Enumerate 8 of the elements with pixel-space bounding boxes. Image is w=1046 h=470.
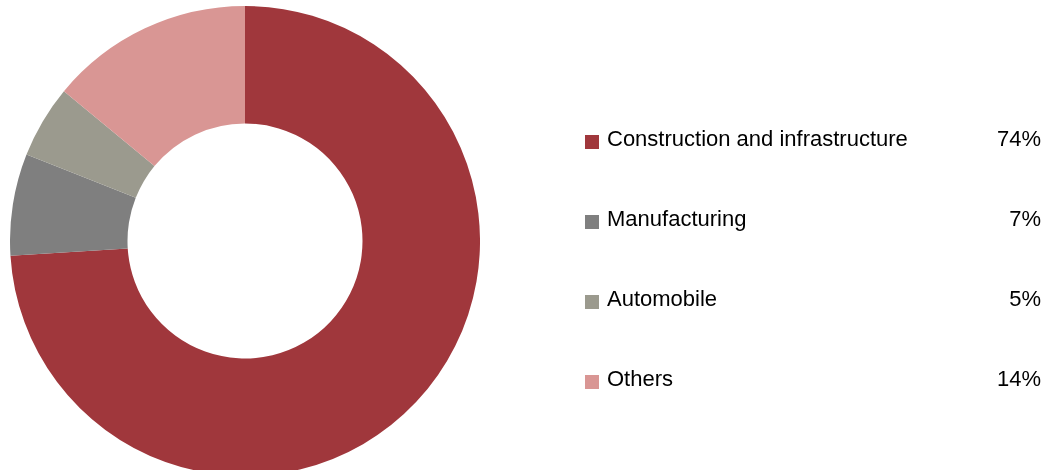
legend-label: Construction and infrastructure <box>607 126 908 152</box>
data-label: 14% <box>996 366 1041 392</box>
data-label: 74% <box>996 126 1041 152</box>
data-label: 7% <box>1009 206 1041 232</box>
legend-label: Others <box>607 366 674 392</box>
data-label: 5% <box>1009 286 1041 312</box>
legend-label: Automobile <box>607 286 718 312</box>
legend-label: Manufacturing <box>607 206 747 232</box>
